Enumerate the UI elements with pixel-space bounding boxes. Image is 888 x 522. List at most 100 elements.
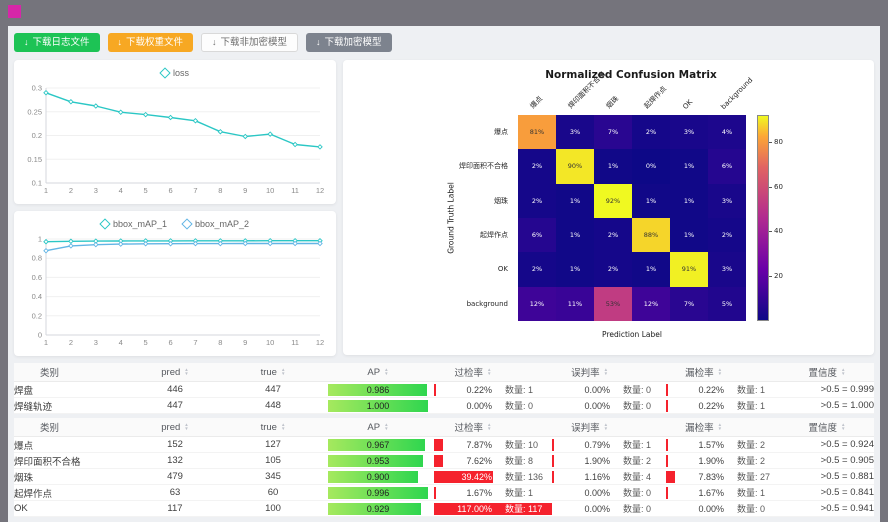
legend-item-bbox-map-2[interactable]: bbox_mAP_2 <box>181 217 249 230</box>
col-header-5[interactable]: 误判率 ▲ ▼ <box>552 363 666 382</box>
cell-pred: 132 <box>126 452 224 469</box>
cell-overdetect-rate: 1.67% 数量: 1 <box>434 484 552 501</box>
rate-value: 1.16% <box>584 471 610 482</box>
cm-cell: 1% <box>594 149 632 184</box>
tables-section: 类别 pred ▲ ▼ true ▲ ▼ AP ▲ ▼ 过检率 ▲ ▼ 误判率 ▲ ▼ 漏检率 ▲ ▼ 置信度 ▲ ▼ 焊盘… <box>14 363 874 517</box>
col-header-1[interactable]: pred ▲ ▼ <box>126 363 224 382</box>
rate-bar-track: 7.62% 数量: 8 <box>434 454 552 467</box>
rate-value: 0.22% <box>466 384 492 395</box>
cell-category: 起焊作点 <box>14 484 126 501</box>
col-header-4[interactable]: 过检率 ▲ ▼ <box>434 418 552 437</box>
sort-icon[interactable]: ▲ ▼ <box>384 366 389 376</box>
ap-value: 0.967 <box>366 439 390 450</box>
sort-icon[interactable]: ▲ ▼ <box>841 366 846 376</box>
sort-icon[interactable]: ▲ ▼ <box>603 366 609 376</box>
rate-bar <box>666 470 675 483</box>
ap-bar <box>328 470 418 483</box>
cm-cell: 2% <box>594 252 632 287</box>
rate-bar-track: 1.90% 数量: 2 <box>666 454 780 467</box>
legend-item-bbox-map-1[interactable]: bbox_mAP_1 <box>99 217 167 230</box>
table-row: OK 117 100 0.929 117.00% 数量: 117 0.00% 数量: 0 0.0… <box>14 500 874 517</box>
col-header-7[interactable]: 置信度 ▲ ▼ <box>780 418 874 437</box>
cell-ap: 0.953 <box>322 452 434 469</box>
cm-cell: 12% <box>518 286 556 321</box>
colorbar-tickmark <box>769 276 772 278</box>
col-header-0: 类别 <box>14 363 126 382</box>
app: ↓ 下载日志文件 ↓ 下载权重文件 ↓ 下载非加密模型 ↓ 下载加密模型 los… <box>8 26 880 522</box>
svg-text:0.3: 0.3 <box>32 84 42 93</box>
col-header-3[interactable]: AP ▲ ▼ <box>322 418 434 437</box>
sort-icon[interactable]: ▲ ▼ <box>384 421 389 431</box>
rate-value: 7.87% <box>466 439 492 450</box>
col-header-5[interactable]: 误判率 ▲ ▼ <box>552 418 666 437</box>
cm-row-label: 焊印面积不合格 <box>459 162 508 171</box>
cm-cell: 53% <box>594 286 632 321</box>
svg-text:7: 7 <box>193 186 197 195</box>
sort-icon[interactable]: ▲ ▼ <box>486 366 492 376</box>
col-header-2[interactable]: true ▲ ▼ <box>224 418 322 437</box>
cm-cell: 92% <box>594 183 632 218</box>
download-weights-button[interactable]: ↓ 下载权重文件 <box>107 33 194 52</box>
cell-overdetect-rate: 117.00% 数量: 117 <box>434 500 552 517</box>
rate-bar-track: 0.00% 数量: 0 <box>666 503 780 515</box>
download-encrypted-model-button[interactable]: ↓ 下载加密模型 <box>306 33 392 52</box>
sort-icon[interactable]: ▲ ▼ <box>280 366 286 376</box>
download-log-button[interactable]: ↓ 下载日志文件 <box>14 33 100 52</box>
col-header-7[interactable]: 置信度 ▲ ▼ <box>780 363 874 382</box>
cell-overdetect-rate: 7.62% 数量: 8 <box>434 452 552 469</box>
button-label: 下载加密模型 <box>324 36 382 48</box>
cm-cell: 1% <box>632 252 670 287</box>
col-header-1[interactable]: pred ▲ ▼ <box>126 418 224 437</box>
sort-icon[interactable]: ▲ ▼ <box>184 421 189 431</box>
cm-cell: 5% <box>708 286 746 321</box>
cell-miss-rate: 1.67% 数量: 1 <box>666 484 780 501</box>
sort-icon[interactable]: ▲ ▼ <box>717 366 723 376</box>
cm-col-label: 起焊作点 <box>642 84 669 111</box>
cell-miss-rate: 1.90% 数量: 2 <box>666 452 780 469</box>
sort-icon[interactable]: ▲ ▼ <box>486 421 492 431</box>
colorbar-tickmark <box>769 186 772 188</box>
ap-bar-track: 0.929 <box>328 502 428 515</box>
rate-bar-track: 1.90% 数量: 2 <box>552 454 666 467</box>
rate-value: 39.42% <box>461 471 492 482</box>
cm-col-label: 爆点 <box>528 94 545 111</box>
legend-label: loss <box>172 67 189 78</box>
svg-text:9: 9 <box>243 186 247 195</box>
rate-bar <box>666 486 668 499</box>
sort-icon[interactable]: ▲ ▼ <box>717 421 723 431</box>
cm-cell: 7% <box>670 286 708 321</box>
col-header-4[interactable]: 过检率 ▲ ▼ <box>434 363 552 382</box>
cm-cell: 2% <box>518 149 556 184</box>
download-unencrypted-model-button[interactable]: ↓ 下载非加密模型 <box>201 33 299 52</box>
col-header-6[interactable]: 漏检率 ▲ ▼ <box>666 363 780 382</box>
col-header-2[interactable]: true ▲ ▼ <box>224 363 322 382</box>
cm-cell: 2% <box>632 115 670 150</box>
rate-bar-track: 0.22% 数量: 1 <box>666 383 780 396</box>
cm-cell: 2% <box>518 252 556 287</box>
rate-bar-track: 0.22% 数量: 1 <box>434 383 552 396</box>
col-header-label: 类别 <box>40 423 60 434</box>
cm-cell: 12% <box>632 286 670 321</box>
rate-value: 1.57% <box>698 439 724 450</box>
rate-bar-track: 0.00% 数量: 0 <box>552 384 666 396</box>
cm-row-label: OK <box>497 265 508 274</box>
col-header-label: 误判率 <box>571 368 600 379</box>
legend-item-loss[interactable]: loss <box>159 66 189 79</box>
rate-bar-track: 1.57% 数量: 2 <box>666 438 780 451</box>
sort-icon[interactable]: ▲ ▼ <box>280 421 286 431</box>
cm-col-label: 烟珠 <box>604 94 621 111</box>
cell-category: 焊盘 <box>14 381 126 398</box>
col-header-6[interactable]: 漏检率 ▲ ▼ <box>666 418 780 437</box>
col-header-label: AP <box>367 366 381 378</box>
rate-count: 数量: 117 <box>505 504 543 514</box>
cm-cell: 88% <box>632 217 670 253</box>
svg-text:6: 6 <box>168 338 172 347</box>
cm-cell: 1% <box>670 149 708 184</box>
rate-value: 0.00% <box>698 503 724 514</box>
sort-icon[interactable]: ▲ ▼ <box>184 366 189 376</box>
ap-value: 0.953 <box>366 455 390 466</box>
sort-icon[interactable]: ▲ ▼ <box>841 421 846 431</box>
col-header-3[interactable]: AP ▲ ▼ <box>322 363 434 382</box>
cm-row-label: 烟珠 <box>494 196 508 205</box>
sort-icon[interactable]: ▲ ▼ <box>603 421 609 431</box>
